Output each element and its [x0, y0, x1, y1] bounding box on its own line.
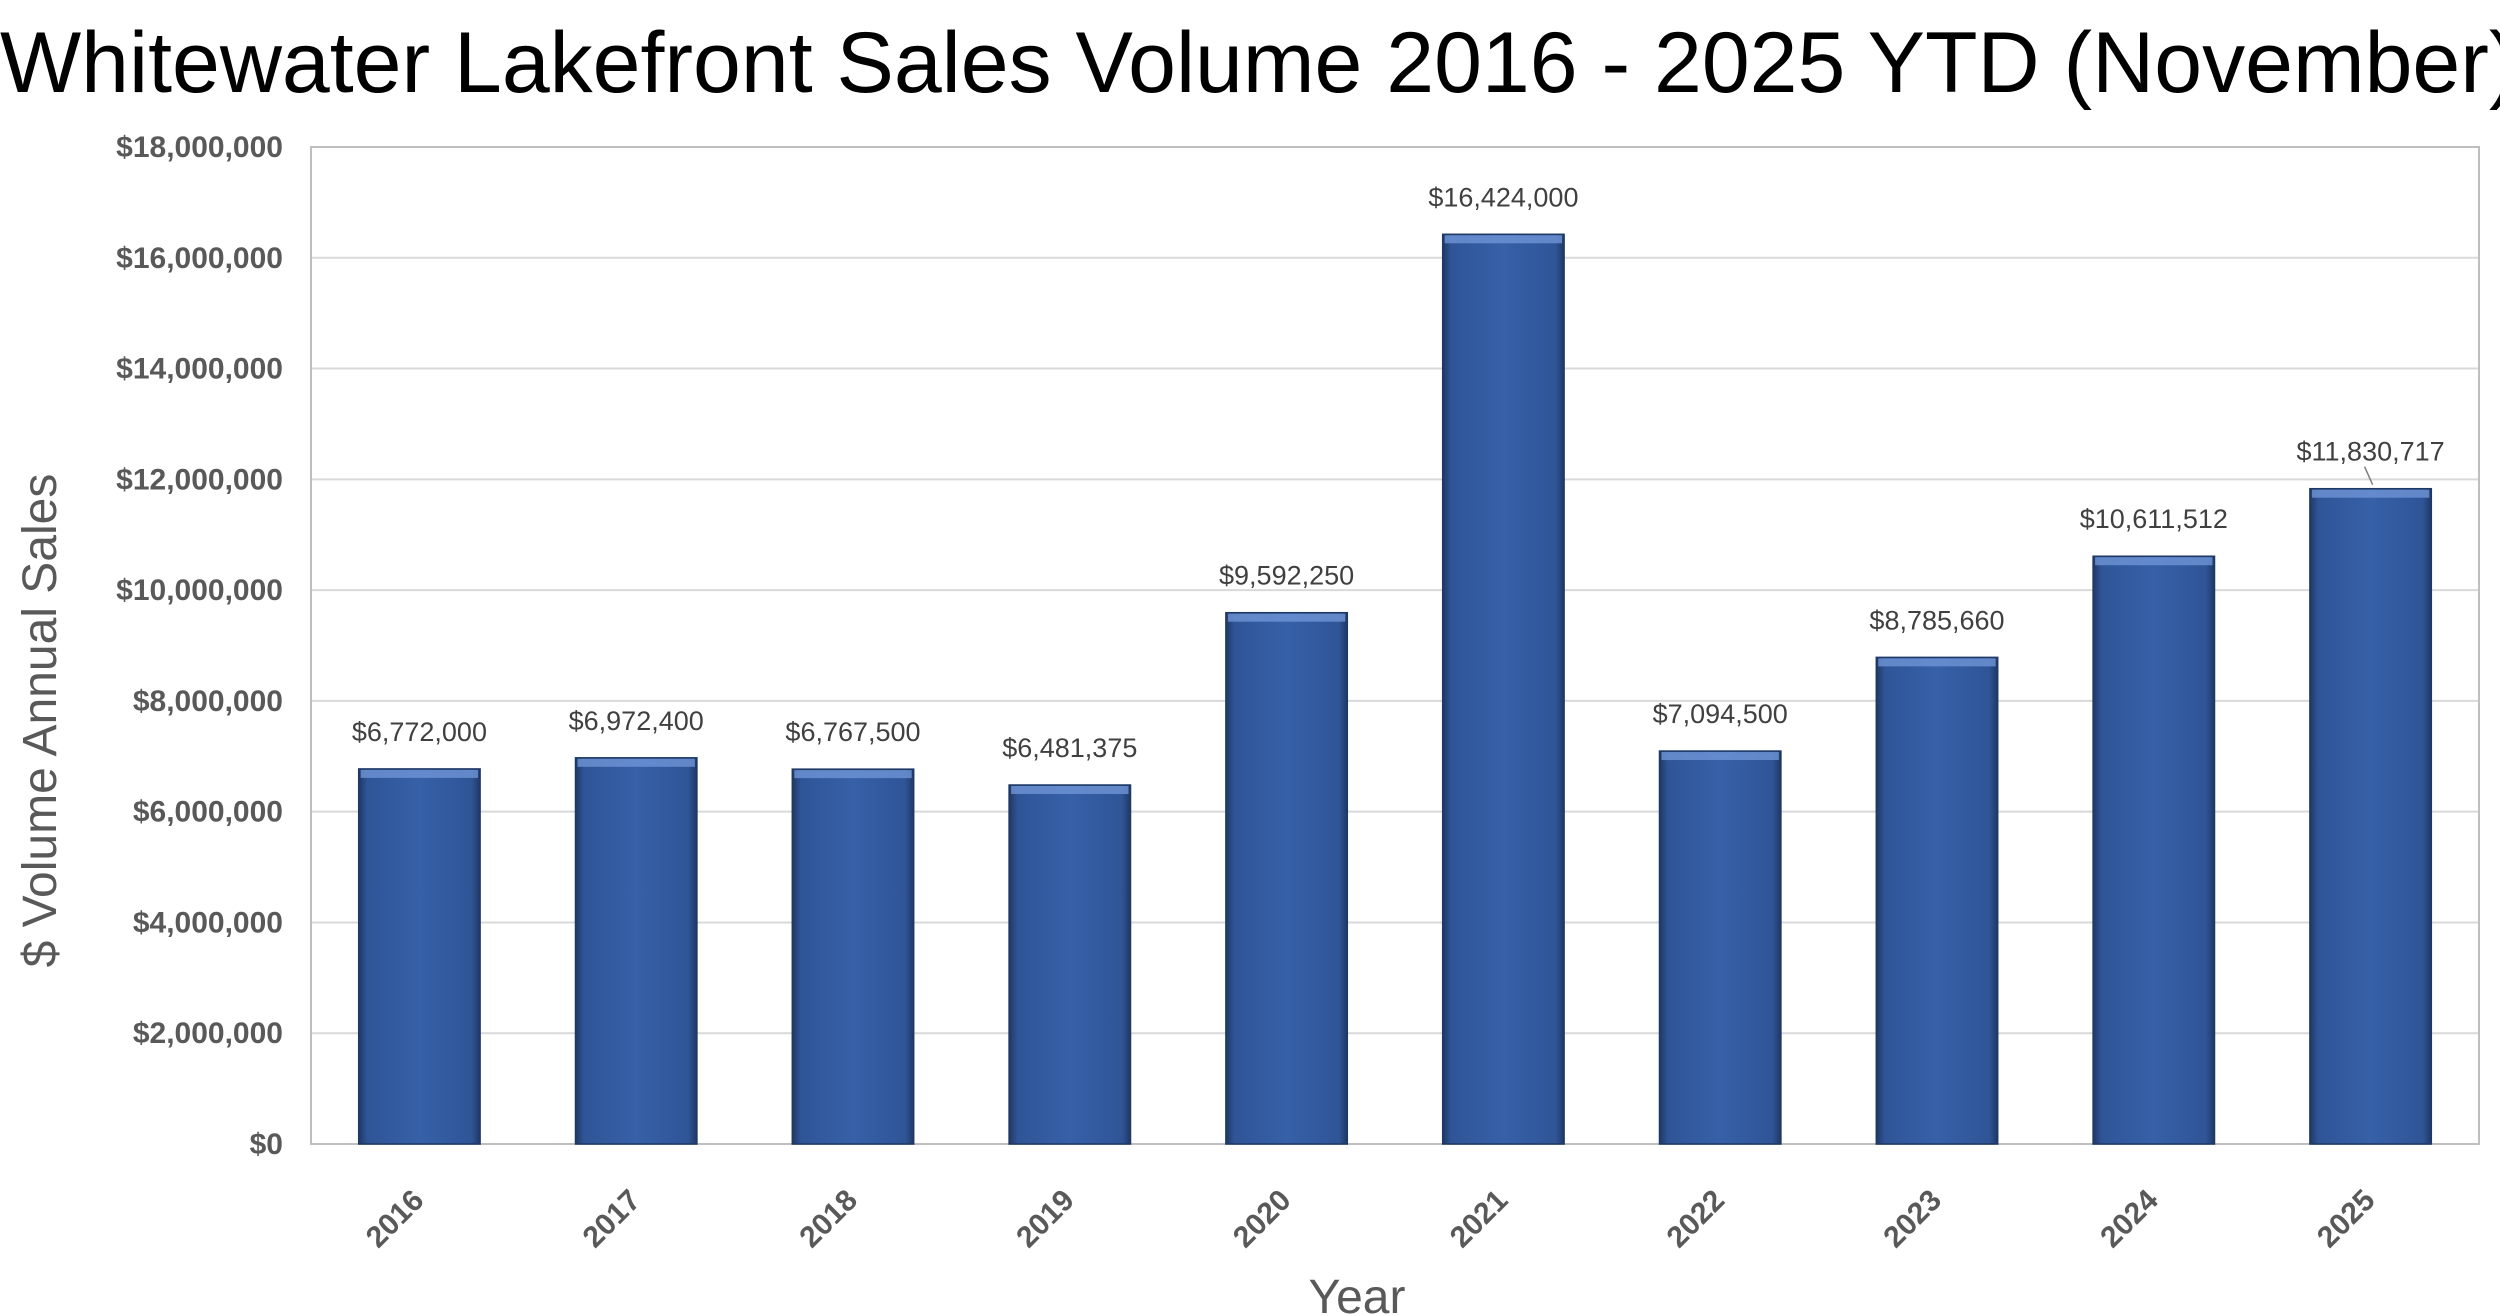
bar-top-highlight — [1878, 658, 1996, 667]
bar-2016 — [357, 768, 481, 1145]
bar-2017 — [574, 757, 698, 1145]
bar — [1225, 611, 1349, 1145]
x-tick-label: 2020 — [1227, 1184, 1298, 1255]
y-tick-label: $18,000,000 — [116, 131, 283, 164]
bar-top-highlight — [2311, 489, 2430, 498]
bar — [1875, 656, 1999, 1145]
bar-2022 — [1658, 750, 1782, 1145]
x-tick-label: 2017 — [577, 1184, 648, 1255]
data-label-leader-line — [2363, 466, 2374, 486]
data-label: $6,972,400 — [569, 706, 704, 736]
x-tick-label: 2023 — [1877, 1184, 1948, 1255]
x-axis-ticks: 2016 2017 2018 2019 2020 2021 2022 2023 2024 2025 — [360, 1183, 2382, 1254]
data-label: $6,772,000 — [352, 717, 487, 747]
bar — [2092, 555, 2216, 1145]
data-label: $10,611,512 — [2080, 504, 2228, 534]
bars — [357, 233, 2433, 1145]
bar — [574, 757, 698, 1145]
bar — [357, 768, 481, 1145]
y-tick-label: $4,000,000 — [133, 906, 283, 939]
x-tick-label: 2024 — [2094, 1183, 2165, 1254]
y-tick-label: $10,000,000 — [116, 574, 283, 607]
x-tick-label: 2018 — [793, 1184, 864, 1255]
y-tick-label: $2,000,000 — [133, 1017, 283, 1050]
bar-2020 — [1225, 611, 1349, 1145]
y-tick-label: $6,000,000 — [133, 796, 283, 829]
bar — [1008, 784, 1132, 1145]
bar — [1441, 233, 1565, 1145]
bar-top-highlight — [1011, 786, 1129, 795]
y-tick-label: $12,000,000 — [116, 463, 283, 496]
data-label: $16,424,000 — [1428, 182, 1578, 212]
bar-top-highlight — [577, 758, 695, 767]
y-axis-ticks: $0 $2,000,000 $4,000,000 $6,000,000 $8,000,0… — [116, 131, 283, 1161]
bar — [2309, 487, 2433, 1145]
data-labels: $6,772,000 $6,972,400 $6,767,500 $6,481,375… — [352, 182, 2445, 763]
x-tick-label: 2016 — [360, 1184, 431, 1255]
plot-area-border — [310, 146, 2480, 1145]
data-label: $6,481,375 — [1002, 733, 1137, 763]
bar-2024 — [2092, 555, 2216, 1145]
y-axis-title: $ Volume Annual Sales — [14, 474, 67, 968]
bar-2023 — [1875, 656, 1999, 1145]
y-tick-label: $0 — [250, 1128, 283, 1161]
y-tick-label: $14,000,000 — [116, 353, 283, 386]
data-label: $9,592,250 — [1219, 561, 1354, 591]
y-tick-label: $16,000,000 — [116, 242, 283, 275]
y-tick-label: $8,000,000 — [133, 685, 283, 718]
chart-title: Whitewater Lakefront Sales Volume 2016 -… — [0, 15, 2500, 111]
x-tick-label: 2025 — [2311, 1184, 2382, 1255]
bar — [791, 768, 915, 1145]
x-axis-title: Year — [1309, 1271, 1406, 1315]
bar — [1658, 750, 1782, 1145]
data-label: $7,094,500 — [1653, 699, 1788, 729]
data-label: $8,785,660 — [1869, 605, 2004, 635]
bar-top-highlight — [360, 769, 479, 778]
data-label: $6,767,500 — [785, 717, 920, 747]
bar-2025 — [2309, 487, 2433, 1145]
x-tick-label: 2022 — [1661, 1184, 1732, 1255]
bar-top-highlight — [794, 770, 912, 779]
bar-2018 — [791, 768, 915, 1145]
bar-top-highlight — [1661, 752, 1779, 761]
bar-2021 — [1441, 233, 1565, 1145]
bar-2019 — [1008, 784, 1132, 1145]
data-label: $11,830,717 — [2297, 437, 2445, 467]
bar-top-highlight — [1444, 235, 1563, 244]
bar-top-highlight — [1227, 613, 1346, 622]
x-tick-label: 2021 — [1444, 1184, 1515, 1255]
x-tick-label: 2019 — [1010, 1184, 1081, 1255]
bar-top-highlight — [2095, 557, 2213, 566]
